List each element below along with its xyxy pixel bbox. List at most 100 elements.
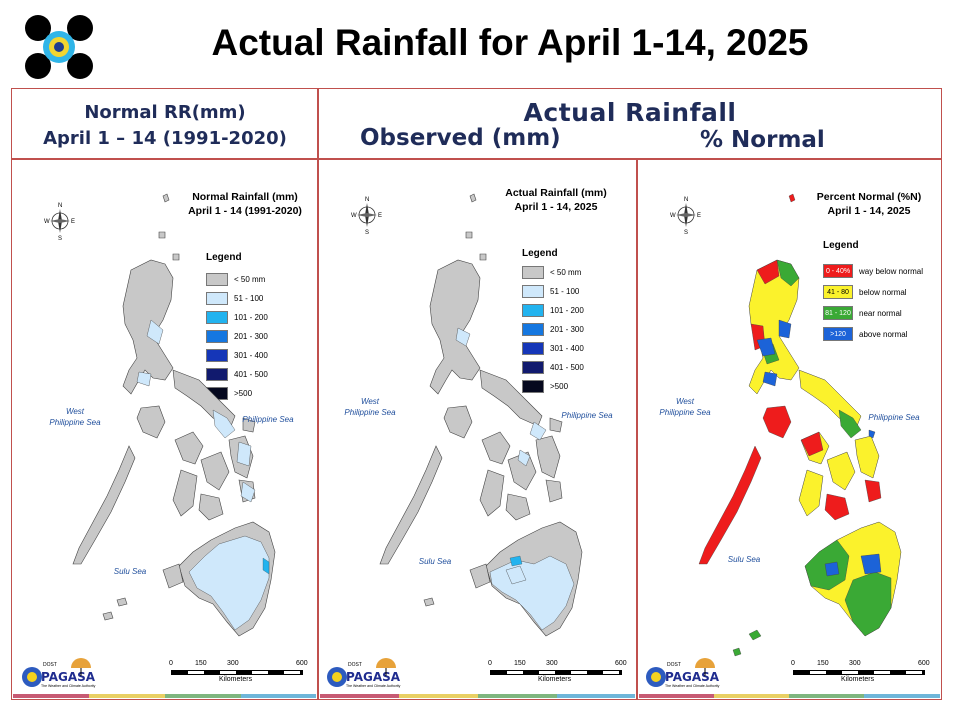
compass-e: E — [697, 213, 701, 219]
philippines-map — [379, 193, 583, 637]
footer-stripe — [557, 694, 635, 698]
sea-label-west: West Philippine Sea — [340, 396, 400, 418]
sea-label-west: West Philippine Sea — [45, 406, 105, 428]
scale-tick: 300 — [227, 660, 239, 667]
scale-bar-graphic — [171, 670, 303, 675]
legend-item: 0 - 40% way below normal — [823, 264, 923, 278]
philippines-map — [698, 193, 902, 657]
sea-label-line: Philippine Sea — [659, 408, 711, 417]
legend-swatch — [206, 349, 228, 362]
scale-tick: 600 — [296, 660, 308, 667]
compass-s: S — [684, 230, 688, 234]
footer-stripe — [241, 694, 316, 698]
legend-swatch — [206, 273, 228, 286]
panel-title-line2: April 1 - 14, 2025 — [827, 205, 911, 217]
legend-label: above normal — [859, 329, 908, 339]
scale-bar: 0 150 300 600 Kilometers — [785, 660, 935, 690]
legend-swatch — [522, 380, 544, 393]
scale-tick: 150 — [514, 660, 526, 667]
logo-small: DOST — [43, 662, 57, 668]
compass-icon: N S W E — [351, 197, 382, 234]
philippines-map — [72, 193, 276, 637]
scale-tick: 300 — [546, 660, 558, 667]
legend-item: 51 - 100 — [522, 285, 579, 298]
legend-title: Legend — [823, 240, 859, 251]
panel-normal: Normal Rainfall (mm) April 1 - 14 (1991-… — [13, 160, 316, 698]
sea-label-line: West — [65, 407, 85, 416]
legend-swatch — [522, 266, 544, 279]
legend-item: 81 - 120 near normal — [823, 306, 902, 320]
scale-tick: 150 — [195, 660, 207, 667]
sea-label-west: West Philippine Sea — [655, 396, 715, 418]
legend-label: 401 - 500 — [234, 370, 268, 379]
legend-label: 401 - 500 — [550, 363, 584, 372]
actual-header: Actual Rainfall — [523, 98, 737, 127]
legend-swatch — [522, 342, 544, 355]
legend-swatch — [206, 368, 228, 381]
legend-item: < 50 mm — [522, 266, 581, 279]
panel-actual: Actual Rainfall (mm) April 1 - 14, 2025 … — [320, 160, 635, 698]
pagasa-logo: PAGASA DOST The Weather and Climate Auth… — [21, 660, 95, 690]
legend-label: < 50 mm — [550, 268, 582, 277]
footer-stripe — [714, 694, 789, 698]
logo-small: DOST — [667, 662, 681, 668]
legend-item: 101 - 200 — [522, 304, 584, 317]
panel-title-line2: April 1 - 14, 2025 — [514, 201, 598, 213]
legend-label: 51 - 100 — [550, 287, 580, 296]
legend-swatch — [522, 285, 544, 298]
legend-title: Legend — [522, 248, 558, 259]
legend-swatch: 41 - 80 — [823, 285, 853, 299]
legend-swatch — [522, 304, 544, 317]
legend-item: 301 - 400 — [206, 349, 268, 362]
logo-tagline: The Weather and Climate Authority — [665, 684, 720, 688]
legend-label: way below normal — [859, 266, 924, 276]
sea-label-philippine: Philippine Sea — [868, 413, 920, 422]
panel-percent: Percent Normal (%N) April 1 - 14, 2025 N… — [639, 160, 940, 698]
sea-label-line: West — [360, 397, 380, 406]
legend-swatch — [522, 323, 544, 336]
legend-label: near normal — [859, 308, 902, 318]
logo-name: PAGASA — [41, 670, 96, 684]
legend-swatch — [206, 292, 228, 305]
compass-s: S — [58, 236, 62, 240]
legend-item: >500 — [522, 380, 568, 393]
legend-item: 41 - 80 below normal — [823, 285, 907, 299]
scale-unit: Kilometers — [538, 676, 572, 683]
umbrella-icon — [69, 656, 93, 683]
logo-name: PAGASA — [665, 670, 720, 684]
legend-item: >120 above normal — [823, 327, 907, 341]
agency-logo — [24, 14, 94, 80]
scale-tick: 600 — [615, 660, 627, 667]
footer-stripe — [478, 694, 557, 698]
umbrella-icon — [374, 656, 398, 683]
legend-label: 101 - 200 — [550, 306, 584, 315]
pagasa-logo: PAGASA DOST The Weather and Climate Auth… — [326, 660, 400, 690]
scale-unit: Kilometers — [841, 676, 875, 683]
legend-item: < 50 mm — [206, 273, 265, 286]
observed-header: Observed (mm) — [360, 125, 561, 151]
sea-label-philippine: Philippine Sea — [561, 411, 613, 420]
compass-s: S — [365, 230, 369, 234]
column-divider — [317, 88, 319, 700]
sea-label-philippine: Philippine Sea — [242, 415, 294, 424]
sea-label-sulu: Sulu Sea — [727, 555, 761, 564]
compass-e: E — [378, 213, 382, 219]
percent-header: % Normal — [700, 127, 825, 153]
scale-bar-graphic — [793, 670, 925, 675]
legend-label: 301 - 400 — [234, 351, 268, 360]
scale-tick: 300 — [849, 660, 861, 667]
footer-stripe — [13, 694, 89, 698]
legend-item: 401 - 500 — [206, 368, 268, 381]
scale-bar: 0 150 300 600 Kilometers — [482, 660, 632, 690]
legend-label: below normal — [859, 287, 907, 297]
panel-title: Percent Normal (%N) April 1 - 14, 2025 — [809, 190, 929, 218]
scale-tick: 0 — [169, 660, 173, 667]
pagasa-logo: PAGASA DOST The Weather and Climate Auth… — [645, 660, 719, 690]
header-divider — [11, 158, 942, 160]
legend-label: 51 - 100 — [234, 294, 264, 303]
scale-tick: 600 — [918, 660, 930, 667]
scale-unit: Kilometers — [219, 676, 253, 683]
compass-w: W — [44, 219, 50, 225]
legend-swatch: 0 - 40% — [823, 264, 853, 278]
content-frame — [11, 88, 942, 700]
